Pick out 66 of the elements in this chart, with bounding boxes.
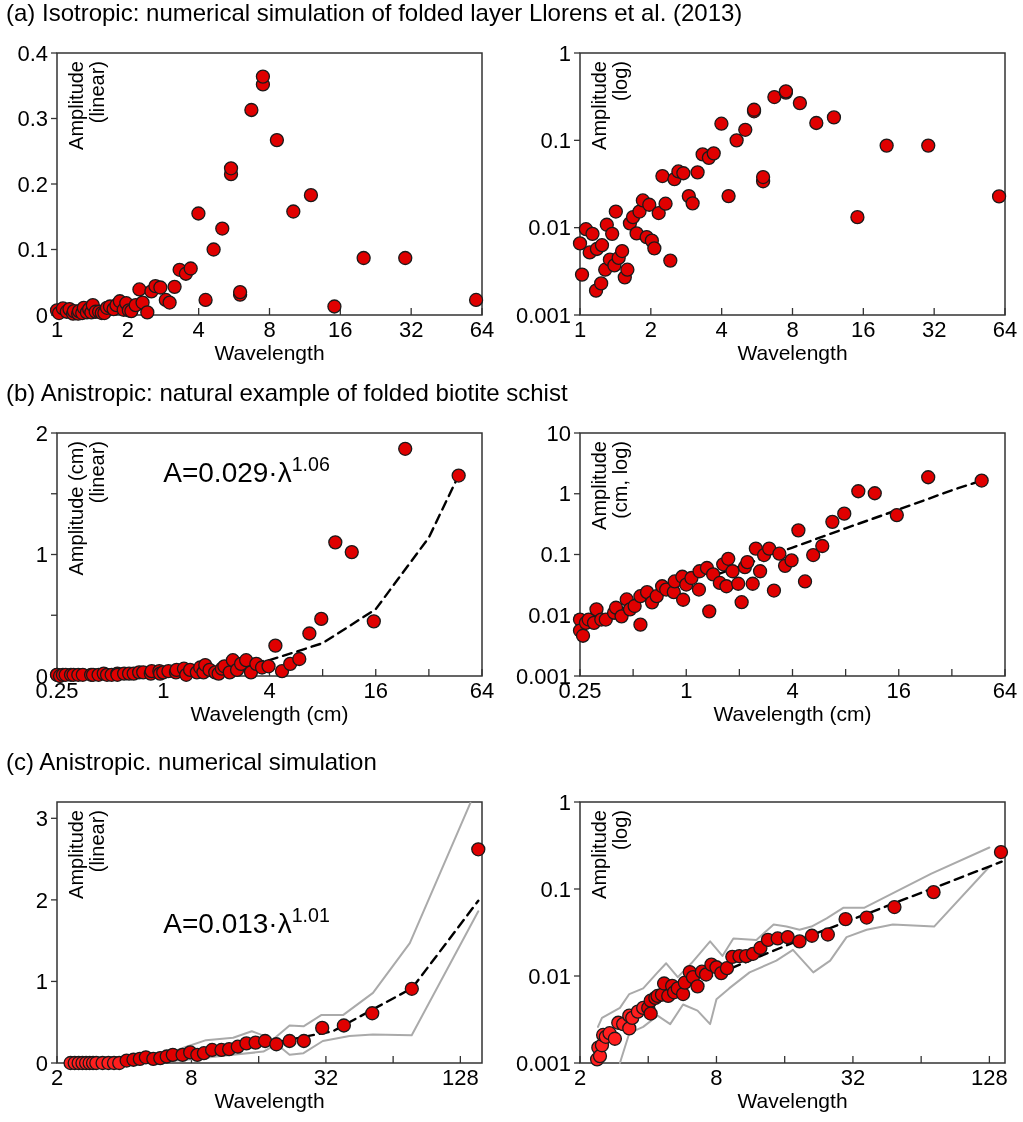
y-tick-label: 0.3 [17, 106, 48, 132]
x-tick-label: 16 [851, 317, 876, 342]
x-tick-label: 4 [715, 317, 728, 342]
y-axis-title: Amplitude (log) [588, 810, 631, 899]
x-tick-label: 64 [992, 678, 1018, 703]
x-axis-title: Wavelength [214, 1089, 325, 1112]
y-tick-label: 10 [546, 420, 571, 446]
x-axis-title: Wavelength [737, 341, 848, 364]
x-tick-label: 32 [313, 1065, 339, 1090]
y-tick-label: 1 [558, 789, 571, 815]
y-axis-title: Amplitude (cm) (linear) [65, 441, 108, 576]
x-tick-label: 4 [192, 317, 205, 342]
y-tick-label: 1 [558, 481, 571, 507]
chart-title: (b) Anistropic: natural example of folded biotite schist [6, 379, 568, 406]
x-tick-label: 4 [263, 678, 276, 703]
x-tick-label: 64 [469, 317, 495, 342]
x-tick-label: 128 [442, 1065, 479, 1090]
x-tick-label: 32 [398, 317, 424, 342]
y-tick-label: 2 [35, 420, 48, 446]
y-tick-label: 2 [35, 887, 48, 913]
x-tick-label: 2 [121, 317, 134, 342]
annotation: A=0.029·λ$^{1.06}$ [163, 452, 330, 488]
x-axis-title: Wavelength [737, 1089, 848, 1112]
x-tick-label: 64 [469, 678, 495, 703]
y-tick-label: 1 [35, 969, 48, 995]
y-tick-label: 0.2 [17, 171, 48, 197]
y-tick-label: 0.01 [528, 215, 571, 241]
y-tick-label: 1 [558, 40, 571, 66]
y-tick-label: 0.01 [528, 602, 571, 628]
x-tick-label: 8 [710, 1065, 723, 1090]
y-tick-label: 0.4 [17, 40, 48, 66]
y-tick-label: 0.1 [540, 542, 571, 568]
chart-title: (a) Isotropic: numerical simulation of folded layer Llorens et al. (2013) [6, 0, 743, 26]
x-axis-title: Wavelength (cm) [713, 702, 872, 725]
x-tick-label: 16 [886, 678, 911, 703]
x-tick-label: 16 [363, 678, 388, 703]
y-tick-label: 0.1 [17, 237, 48, 263]
x-tick-label: 8 [786, 317, 799, 342]
y-axis-title: Amplitude (linear) [65, 61, 108, 150]
x-axis-title: Wavelength [214, 341, 325, 364]
x-axis-title: Wavelength (cm) [190, 702, 349, 725]
x-tick-label: 8 [263, 317, 276, 342]
y-tick-label: 0 [35, 1050, 48, 1076]
x-tick-label: 8 [185, 1065, 198, 1090]
y-tick-label: 3 [35, 806, 48, 832]
annotation: A=0.013·λ$^{1.01}$ [163, 903, 330, 939]
y-axis-title: Amplitude (cm, log) [588, 441, 631, 530]
y-tick-label: 0.001 [515, 1050, 571, 1076]
x-tick-label: 1 [157, 678, 170, 703]
y-axis-title: Amplitude (log) [588, 61, 631, 150]
y-tick-label: 0.1 [540, 128, 571, 154]
y-tick-label: 0 [35, 302, 48, 328]
x-tick-label: 128 [971, 1065, 1008, 1090]
x-tick-label: 4 [786, 678, 799, 703]
x-tick-label: 64 [992, 317, 1018, 342]
x-tick-label: 16 [328, 317, 353, 342]
x-tick-label: 32 [840, 1065, 866, 1090]
y-tick-label: 0.1 [540, 876, 571, 902]
y-tick-label: 0.001 [515, 302, 571, 328]
y-tick-label: 0.01 [528, 963, 571, 989]
y-tick-label: 1 [35, 542, 48, 568]
x-tick-label: 2 [644, 317, 657, 342]
y-axis-title: Amplitude (linear) [65, 810, 108, 899]
x-tick-label: 1 [680, 678, 693, 703]
chart-title: (c) Anistropic. numerical simulation [6, 748, 377, 775]
x-tick-label: 32 [921, 317, 947, 342]
